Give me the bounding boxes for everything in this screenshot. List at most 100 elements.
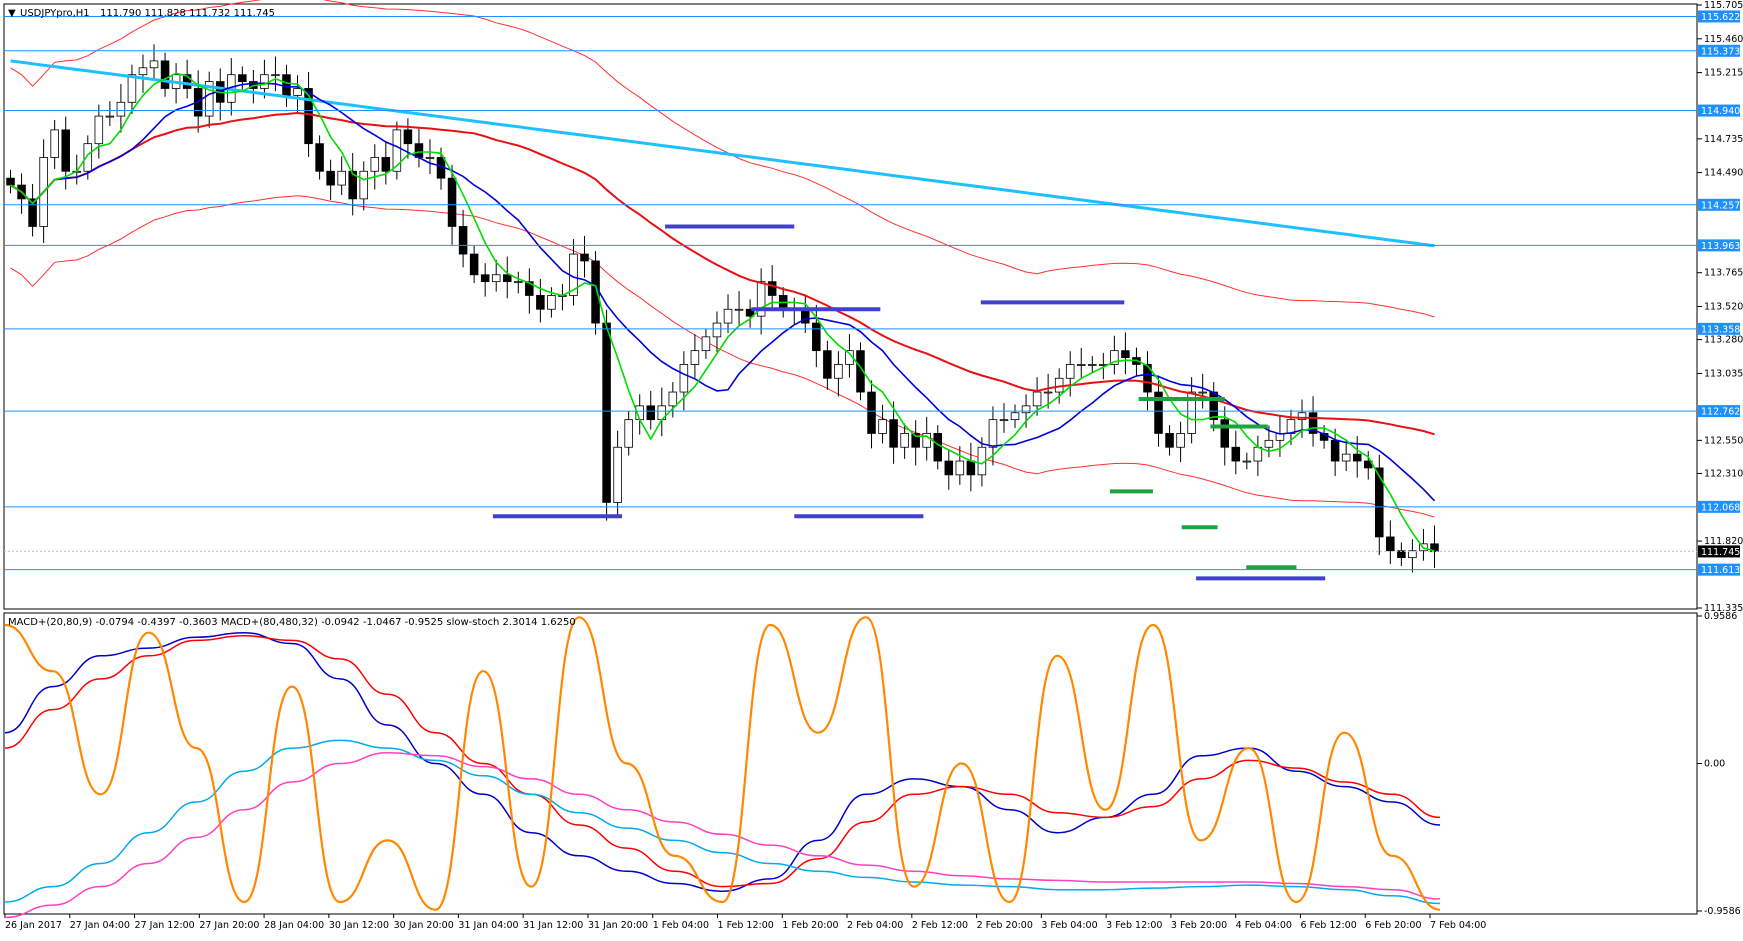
candle[interactable] — [624, 419, 633, 448]
candle[interactable] — [182, 74, 192, 89]
candle[interactable] — [50, 129, 59, 158]
candle[interactable] — [547, 295, 556, 310]
candle[interactable] — [1352, 453, 1362, 462]
candle[interactable] — [999, 419, 1009, 422]
candle[interactable] — [348, 170, 357, 200]
candle[interactable] — [392, 129, 402, 172]
candle[interactable] — [668, 391, 678, 407]
candle[interactable] — [1065, 364, 1075, 379]
candle[interactable] — [61, 129, 70, 172]
candle[interactable] — [271, 74, 280, 77]
candle[interactable] — [480, 274, 490, 283]
candle[interactable] — [1341, 453, 1351, 462]
candle[interactable] — [602, 322, 611, 503]
candle[interactable] — [138, 67, 148, 76]
candle[interactable] — [756, 281, 766, 317]
candle[interactable] — [1242, 460, 1252, 463]
candle[interactable] — [1043, 391, 1053, 394]
candle[interactable] — [1231, 446, 1241, 462]
candle[interactable] — [304, 88, 313, 145]
candle[interactable] — [723, 308, 733, 324]
candle[interactable] — [955, 460, 965, 476]
candle[interactable] — [381, 157, 391, 172]
candle[interactable] — [911, 433, 920, 448]
symbol-header-arrow[interactable]: ▼ — [8, 8, 16, 19]
candle[interactable] — [1143, 364, 1152, 393]
candle[interactable] — [491, 274, 501, 283]
candle[interactable] — [878, 419, 887, 434]
candle[interactable] — [580, 253, 589, 262]
candle[interactable] — [745, 308, 755, 317]
candle[interactable] — [94, 115, 104, 145]
candle[interactable] — [403, 129, 413, 145]
candle[interactable] — [679, 364, 689, 393]
candle[interactable] — [701, 336, 711, 352]
candle[interactable] — [1209, 391, 1218, 421]
candle[interactable] — [1076, 364, 1086, 366]
candle[interactable] — [1375, 467, 1384, 538]
candle[interactable] — [834, 364, 843, 379]
candle[interactable] — [1121, 350, 1130, 358]
candle[interactable] — [525, 281, 534, 296]
candle[interactable] — [536, 295, 545, 310]
candle[interactable] — [1154, 391, 1163, 434]
candle[interactable] — [105, 115, 115, 118]
candle[interactable] — [1264, 439, 1274, 448]
candle[interactable] — [944, 460, 954, 476]
candle[interactable] — [28, 198, 37, 227]
candle[interactable] — [1253, 446, 1263, 462]
candle[interactable] — [900, 433, 909, 448]
candle[interactable] — [149, 60, 159, 69]
candle[interactable] — [712, 322, 722, 338]
candle[interactable] — [447, 177, 457, 227]
candle[interactable] — [966, 460, 976, 476]
candle[interactable] — [1220, 419, 1230, 448]
candle[interactable] — [646, 405, 656, 421]
candle[interactable] — [6, 177, 15, 186]
candle[interactable] — [127, 74, 137, 103]
candle[interactable] — [613, 446, 622, 503]
candle[interactable] — [116, 101, 126, 117]
candle[interactable] — [1297, 412, 1307, 421]
candle[interactable] — [856, 350, 865, 393]
candle[interactable] — [1176, 433, 1185, 448]
candle[interactable] — [922, 433, 931, 448]
candle[interactable] — [988, 419, 998, 448]
candle[interactable] — [326, 170, 335, 186]
candle[interactable] — [690, 350, 700, 365]
candle[interactable] — [867, 391, 876, 434]
candle[interactable] — [370, 157, 380, 172]
candle[interactable] — [933, 433, 943, 462]
candle[interactable] — [83, 143, 93, 172]
candle[interactable] — [1187, 391, 1196, 434]
candle[interactable] — [458, 226, 468, 255]
candle[interactable] — [160, 60, 170, 89]
candle[interactable] — [1088, 364, 1097, 366]
candle[interactable] — [1198, 391, 1207, 394]
candle[interactable] — [282, 74, 291, 96]
candle[interactable] — [1010, 412, 1020, 421]
candle[interactable] — [1430, 543, 1439, 552]
candle[interactable] — [293, 88, 302, 96]
candle[interactable] — [514, 281, 523, 284]
candle[interactable] — [889, 419, 898, 448]
candle[interactable] — [1408, 550, 1417, 559]
candle[interactable] — [1165, 433, 1174, 448]
candle[interactable] — [238, 74, 247, 82]
candle[interactable] — [1110, 350, 1119, 365]
candle[interactable] — [469, 253, 479, 276]
candle[interactable] — [359, 170, 369, 200]
candle[interactable] — [591, 260, 600, 324]
candle[interactable] — [1386, 536, 1395, 552]
candle[interactable] — [1330, 439, 1340, 462]
candle[interactable] — [734, 308, 744, 311]
candle[interactable] — [1021, 405, 1031, 414]
candle[interactable] — [204, 81, 214, 117]
candle[interactable] — [1397, 550, 1406, 559]
candle[interactable] — [1054, 377, 1064, 393]
candle[interactable] — [767, 281, 777, 296]
candle[interactable] — [337, 170, 346, 186]
candle[interactable] — [1032, 391, 1042, 407]
candle[interactable] — [315, 143, 324, 172]
